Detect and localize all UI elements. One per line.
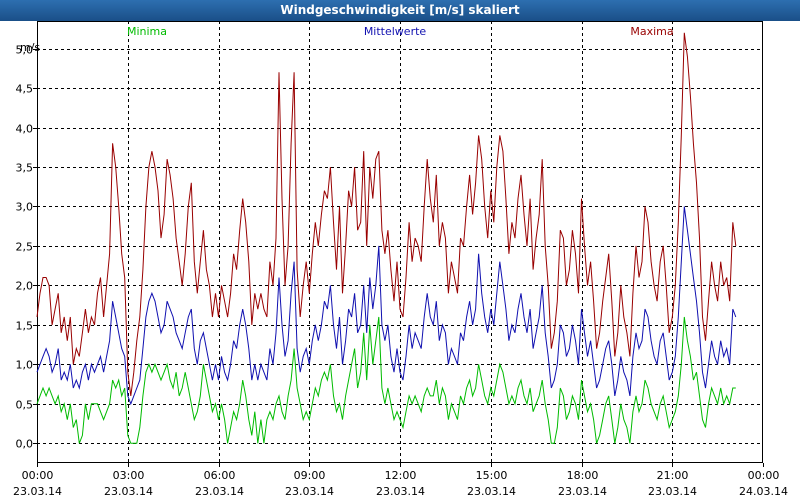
chart-title: Windgeschwindigkeit [m/s] skaliert	[0, 0, 800, 21]
x-tick-date: 24.03.14	[739, 485, 788, 498]
x-tick-date: 23.03.14	[104, 485, 153, 498]
y-tick-label: 0,0	[16, 438, 34, 451]
series-lines	[36, 32, 737, 444]
x-tick-time: 18:00	[567, 469, 599, 482]
y-tick-label: 3,5	[16, 162, 34, 175]
y-tick-label: 5,0	[16, 44, 34, 57]
x-tick-time: 00:00	[748, 469, 780, 482]
plot-frame	[37, 21, 763, 463]
x-tick-date: 23.03.14	[558, 485, 607, 498]
legend-item: Maxima	[630, 25, 673, 38]
y-tick-label: 2,5	[16, 241, 34, 254]
x-tick-date: 23.03.14	[467, 485, 516, 498]
x-tick-time: 15:00	[476, 469, 508, 482]
series-line-maxima	[36, 32, 737, 396]
x-tick-date: 23.03.14	[285, 485, 334, 498]
x-tick-time: 12:00	[385, 469, 417, 482]
x-tick-time: 06:00	[204, 469, 236, 482]
x-tick-date: 23.03.14	[195, 485, 244, 498]
y-axis-label: m/s	[20, 41, 40, 54]
x-tick-time: 21:00	[657, 469, 689, 482]
x-tick-date: 23.03.14	[13, 485, 62, 498]
axes	[33, 21, 764, 467]
y-tick-labels: 0,0 0,5 1,0 1,5 2,0 2,5 3,0 3,5 4,0 4,5 5,0	[16, 44, 34, 451]
legend-item: Minima	[127, 25, 167, 38]
x-tick-date: 23.03.14	[648, 485, 697, 498]
x-tick-time: 03:00	[113, 469, 145, 482]
y-tick-label: 4,5	[16, 83, 34, 96]
x-tick-time: 09:00	[294, 469, 326, 482]
y-tick-label: 2,0	[16, 280, 34, 293]
y-tick-label: 1,5	[16, 320, 34, 333]
legend: Minima Mittelwerte Maxima	[127, 25, 674, 38]
y-tick-label: 0,5	[16, 399, 34, 412]
x-tick-date: 23.03.14	[376, 485, 425, 498]
series-line-minima	[36, 316, 736, 444]
x-tick-labels: 00:00 23.03.14 03:00 23.03.14 06:00 23.03.14 0…	[13, 469, 788, 498]
series-line-mittelwerte	[36, 206, 737, 406]
y-tick-label: 1,0	[16, 359, 34, 372]
chart-area: m/s 0,0 0,5 1,0 1,5 2,0 2,5 3,0 3,5 4,0 4,5 5,0 00…	[13, 21, 788, 498]
legend-item: Mittelwerte	[364, 25, 427, 38]
x-tick-time: 00:00	[22, 469, 54, 482]
y-tick-label: 3,0	[16, 201, 34, 214]
y-tick-label: 4,0	[16, 123, 34, 136]
